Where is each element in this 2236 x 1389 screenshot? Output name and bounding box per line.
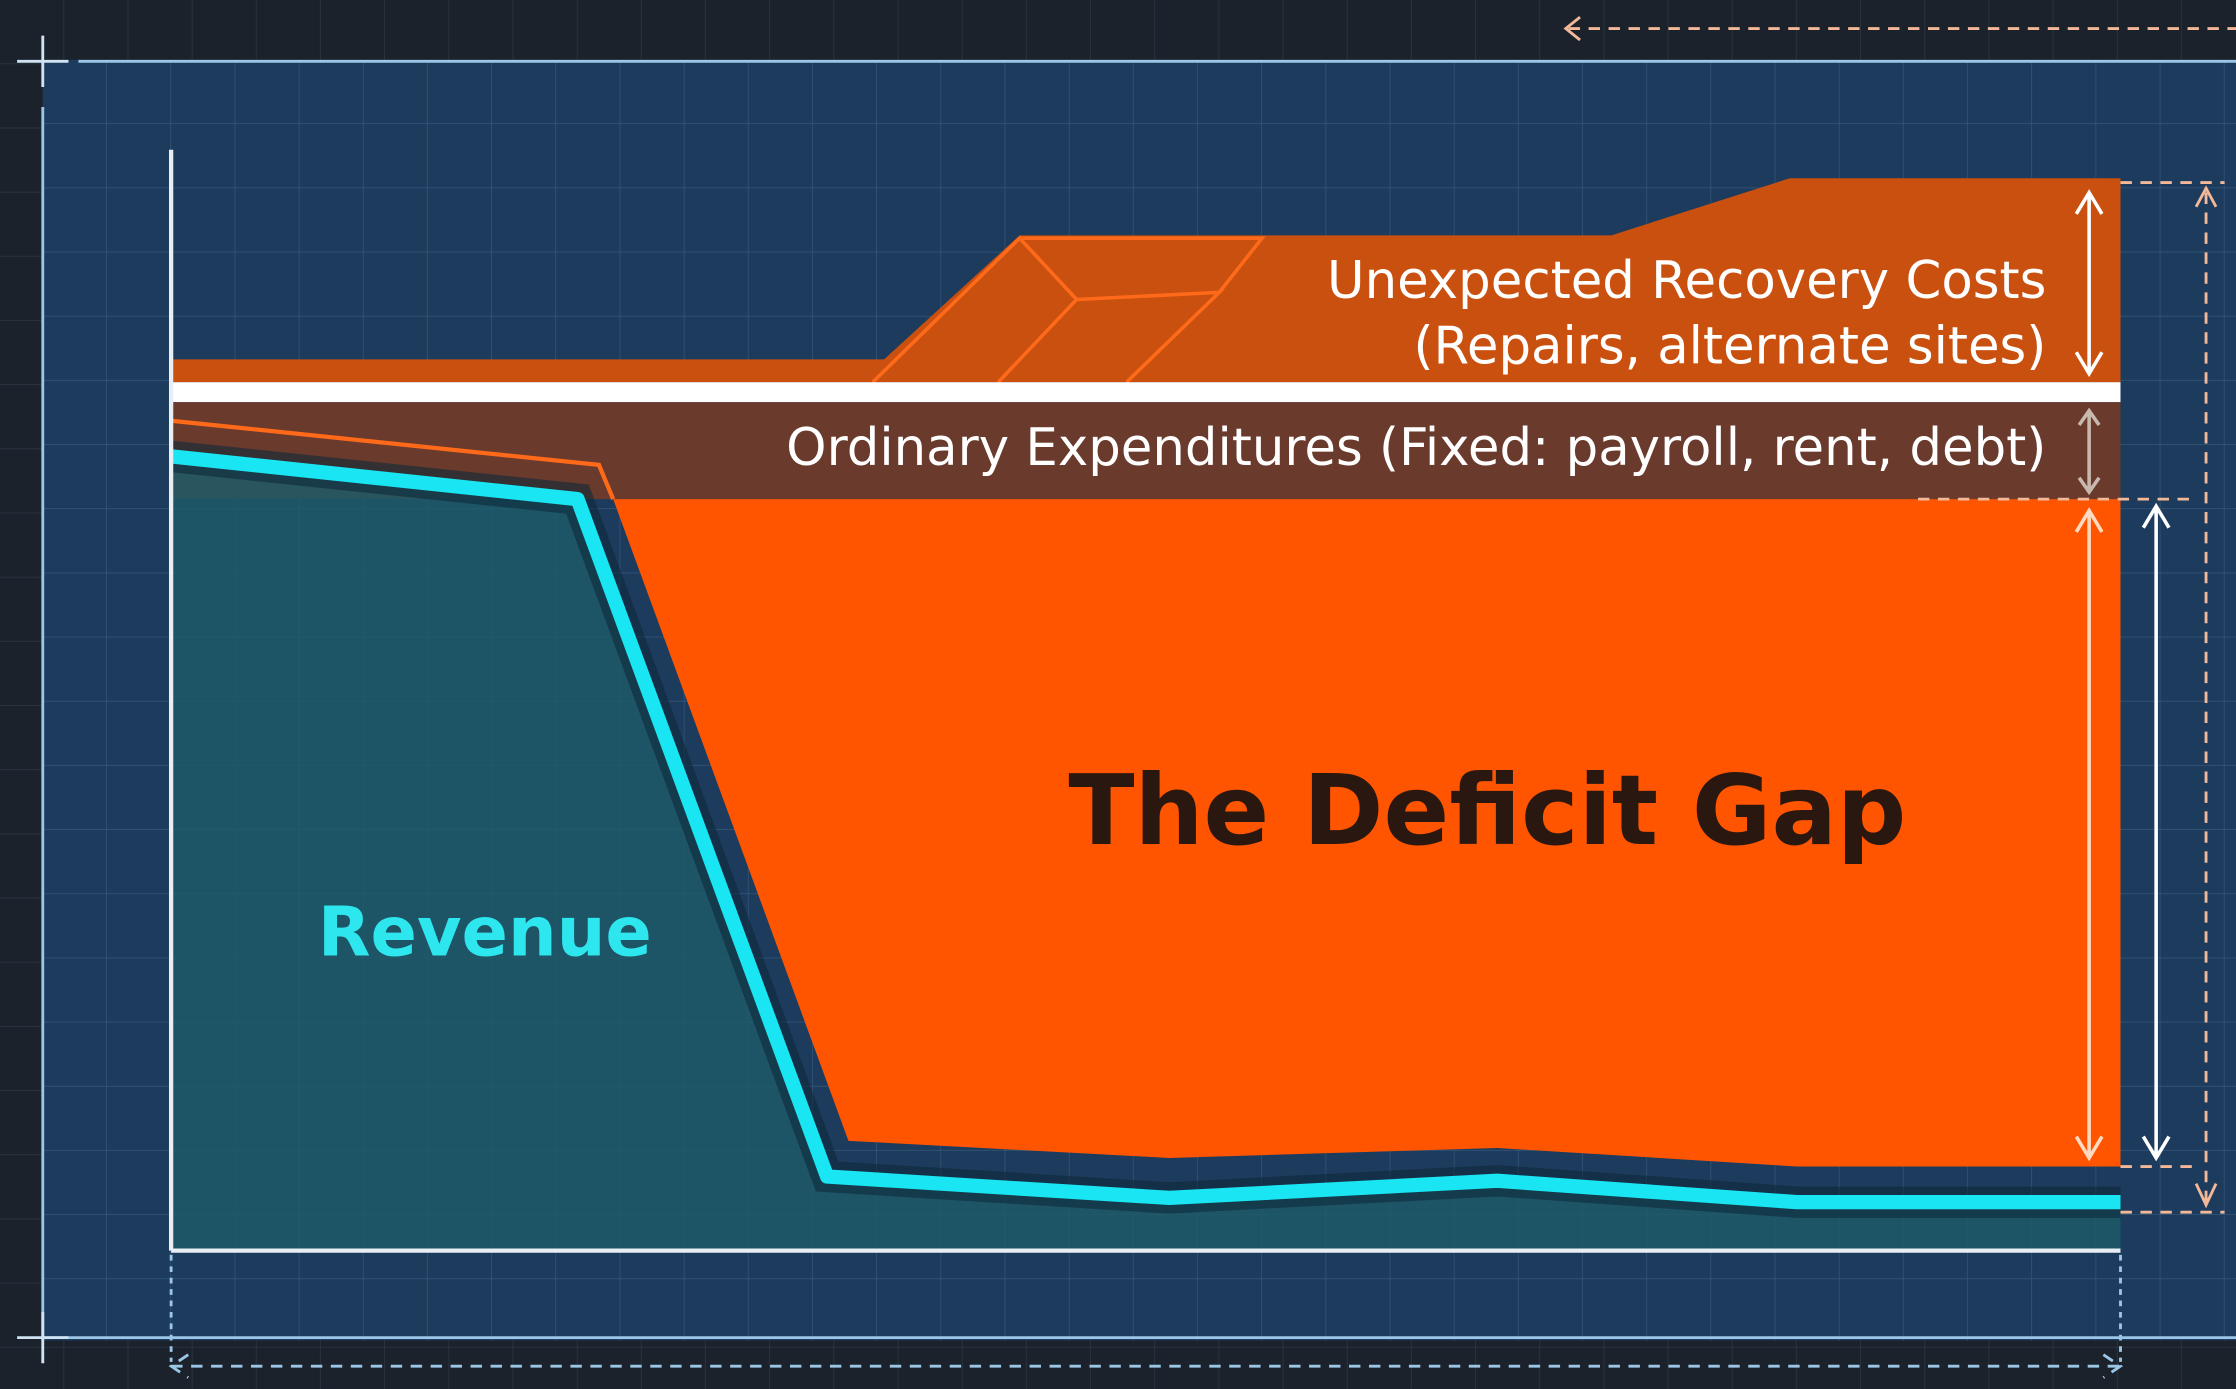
dimension-arrows xyxy=(2074,189,2171,1162)
revenue-area xyxy=(171,456,2121,1251)
expense-edge xyxy=(170,418,616,500)
recovery-facets xyxy=(871,235,1266,384)
recovery-title: Unexpected Recovery Costs xyxy=(1327,251,2046,311)
dashed-guides xyxy=(168,16,2236,1379)
revenue-line xyxy=(170,449,2121,1210)
recovery-subtitle: (Repairs, alternate sites) xyxy=(1413,317,2046,377)
revenue-label: Revenue xyxy=(318,892,652,972)
recovery-band xyxy=(171,178,2121,383)
divider xyxy=(171,382,2121,403)
ordinary-label: Ordinary Expenditures (Fixed: payroll, r… xyxy=(786,418,2046,478)
crosshair xyxy=(17,35,69,1364)
deficit-label: The Deficit Gap xyxy=(1068,754,1906,867)
deficit-area xyxy=(613,499,2121,1167)
